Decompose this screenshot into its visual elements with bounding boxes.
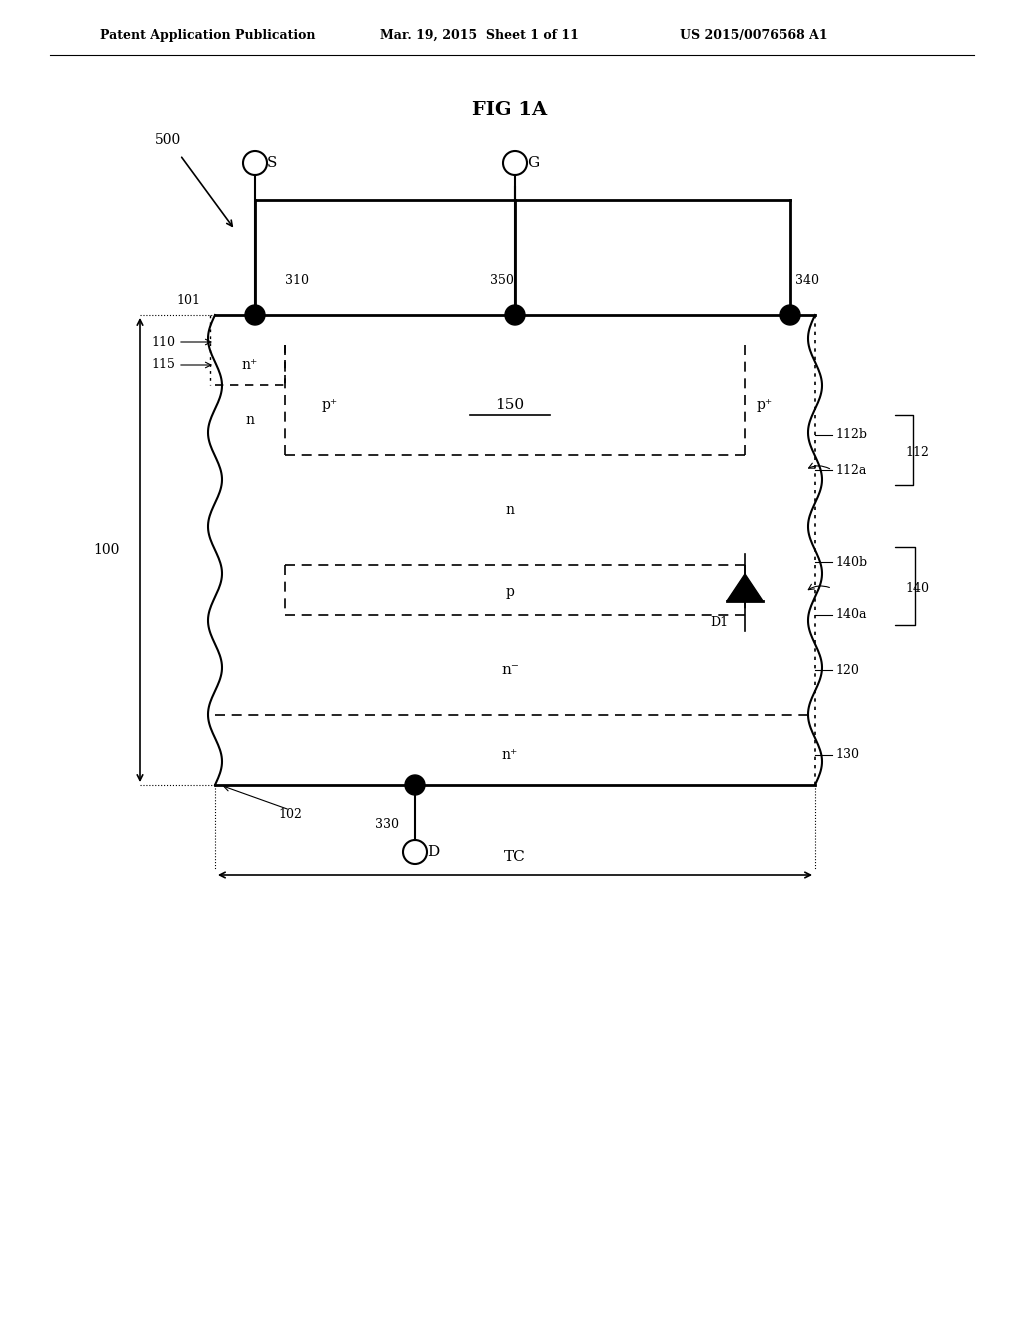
Text: 112: 112	[905, 446, 929, 459]
Text: 130: 130	[835, 748, 859, 762]
Text: 112b: 112b	[835, 429, 867, 441]
Text: p⁺: p⁺	[322, 399, 338, 412]
Text: 140a: 140a	[835, 609, 866, 622]
Text: 100: 100	[93, 543, 120, 557]
Circle shape	[406, 775, 425, 795]
Circle shape	[245, 305, 265, 325]
Text: 330: 330	[375, 818, 399, 832]
Text: 340: 340	[795, 273, 819, 286]
Text: Patent Application Publication: Patent Application Publication	[100, 29, 315, 41]
Text: n: n	[246, 413, 255, 426]
Text: n⁺: n⁺	[502, 748, 518, 762]
Circle shape	[505, 305, 525, 325]
Text: p⁺: p⁺	[757, 399, 773, 412]
Text: p: p	[506, 585, 514, 599]
Text: 101: 101	[176, 293, 200, 306]
Text: n: n	[506, 503, 514, 517]
Text: D1: D1	[710, 615, 728, 628]
Text: n⁺: n⁺	[242, 358, 258, 372]
Text: 150: 150	[496, 399, 524, 412]
Text: D: D	[427, 845, 439, 859]
Text: 112a: 112a	[835, 463, 866, 477]
Polygon shape	[727, 574, 763, 601]
Text: Mar. 19, 2015  Sheet 1 of 11: Mar. 19, 2015 Sheet 1 of 11	[380, 29, 579, 41]
Text: TC: TC	[504, 850, 526, 865]
Text: 310: 310	[285, 273, 309, 286]
Text: G: G	[527, 156, 540, 170]
Text: US 2015/0076568 A1: US 2015/0076568 A1	[680, 29, 827, 41]
Text: S: S	[267, 156, 278, 170]
Text: 110: 110	[151, 335, 175, 348]
Text: 120: 120	[835, 664, 859, 676]
Text: 500: 500	[155, 133, 181, 147]
Text: 350: 350	[490, 273, 514, 286]
Text: 140: 140	[905, 582, 929, 595]
Text: 140b: 140b	[835, 556, 867, 569]
Text: FIG 1A: FIG 1A	[472, 102, 548, 119]
Circle shape	[780, 305, 800, 325]
Text: 115: 115	[152, 359, 175, 371]
Text: n⁻: n⁻	[501, 663, 519, 677]
Text: 102: 102	[279, 808, 302, 821]
